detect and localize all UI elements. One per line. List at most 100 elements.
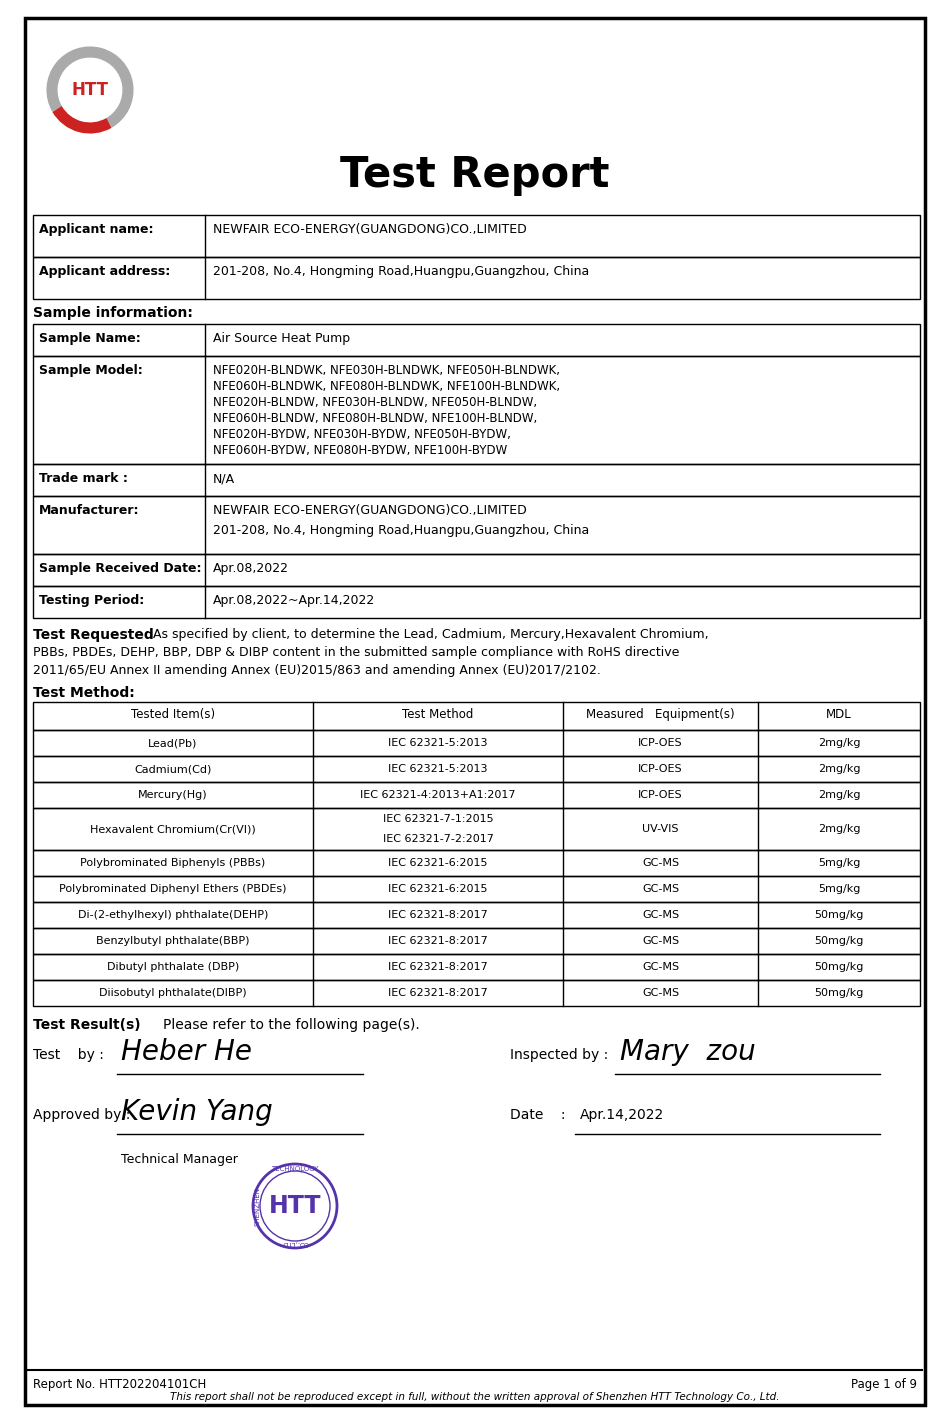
Text: Measured   Equipment(s): Measured Equipment(s) <box>586 709 734 721</box>
Text: IEC 62321-8:2017: IEC 62321-8:2017 <box>389 962 488 972</box>
Text: Test Result(s): Test Result(s) <box>33 1017 141 1032</box>
Text: Dibutyl phthalate (DBP): Dibutyl phthalate (DBP) <box>106 962 239 972</box>
Bar <box>33 902 920 928</box>
Bar <box>33 702 920 730</box>
Text: 50mg/kg: 50mg/kg <box>814 936 864 946</box>
Text: Test Method: Test Method <box>402 709 474 721</box>
Text: IEC 62321-6:2015: IEC 62321-6:2015 <box>389 858 487 868</box>
Text: Air Source Heat Pump: Air Source Heat Pump <box>213 332 351 344</box>
Text: Inspected by :: Inspected by : <box>510 1047 608 1062</box>
Bar <box>33 877 920 902</box>
Text: Heber He: Heber He <box>121 1037 252 1066</box>
Text: NFE020H-BLNDWK, NFE030H-BLNDWK, NFE050H-BLNDWK,: NFE020H-BLNDWK, NFE030H-BLNDWK, NFE050H-… <box>213 364 560 377</box>
Text: NFE060H-BLNDW, NFE080H-BLNDW, NFE100H-BLNDW,: NFE060H-BLNDW, NFE080H-BLNDW, NFE100H-BL… <box>213 413 538 425</box>
Bar <box>33 497 920 554</box>
Text: Sample information:: Sample information: <box>33 306 193 320</box>
Text: 2mg/kg: 2mg/kg <box>818 824 861 834</box>
Text: IEC 62321-5:2013: IEC 62321-5:2013 <box>389 764 487 774</box>
Bar <box>33 554 920 586</box>
Text: Technical Manager: Technical Manager <box>121 1153 238 1165</box>
Text: N/A: N/A <box>213 472 236 485</box>
Text: Di-(2-ethylhexyl) phthalate(DEHP): Di-(2-ethylhexyl) phthalate(DEHP) <box>78 909 268 921</box>
Text: Benzylbutyl phthalate(BBP): Benzylbutyl phthalate(BBP) <box>96 936 250 946</box>
Text: NFE020H-BLNDW, NFE030H-BLNDW, NFE050H-BLNDW,: NFE020H-BLNDW, NFE030H-BLNDW, NFE050H-BL… <box>213 396 537 408</box>
Text: Trade mark :: Trade mark : <box>39 472 128 485</box>
Text: 50mg/kg: 50mg/kg <box>814 909 864 921</box>
Text: Test Method:: Test Method: <box>33 686 135 700</box>
Text: Test Report: Test Report <box>340 154 610 196</box>
Text: Hexavalent Chromium(Cr(VI)): Hexavalent Chromium(Cr(VI)) <box>90 824 256 834</box>
Text: As specified by client, to determine the Lead, Cadmium, Mercury,Hexavalent Chrom: As specified by client, to determine the… <box>153 628 709 640</box>
Text: 50mg/kg: 50mg/kg <box>814 962 864 972</box>
Text: 2mg/kg: 2mg/kg <box>818 790 861 800</box>
Text: Polybrominated Biphenyls (PBBs): Polybrominated Biphenyls (PBBs) <box>81 858 266 868</box>
Text: GC-MS: GC-MS <box>642 884 679 894</box>
Bar <box>33 756 920 783</box>
Text: IEC 62321-6:2015: IEC 62321-6:2015 <box>389 884 487 894</box>
Bar <box>33 356 920 464</box>
Text: NFE060H-BLNDWK, NFE080H-BLNDWK, NFE100H-BLNDWK,: NFE060H-BLNDWK, NFE080H-BLNDWK, NFE100H-… <box>213 380 560 393</box>
Text: HTT: HTT <box>269 1194 321 1218</box>
Bar <box>33 953 920 980</box>
Bar <box>33 783 920 808</box>
Text: Apr.08,2022: Apr.08,2022 <box>213 562 289 575</box>
Bar <box>33 324 920 356</box>
Text: IEC 62321-8:2017: IEC 62321-8:2017 <box>389 988 488 998</box>
Text: IEC 62321-8:2017: IEC 62321-8:2017 <box>389 936 488 946</box>
Text: Applicant address:: Applicant address: <box>39 265 170 277</box>
Text: Approved by :: Approved by : <box>33 1109 130 1121</box>
Bar <box>33 730 920 756</box>
Text: Page 1 of 9: Page 1 of 9 <box>851 1377 917 1392</box>
Text: Date    :: Date : <box>510 1109 565 1121</box>
Bar <box>33 850 920 877</box>
Text: 5mg/kg: 5mg/kg <box>818 858 860 868</box>
Text: NFE060H-BYDW, NFE080H-BYDW, NFE100H-BYDW: NFE060H-BYDW, NFE080H-BYDW, NFE100H-BYDW <box>213 444 507 457</box>
Bar <box>33 808 920 850</box>
Bar <box>33 928 920 953</box>
Bar <box>33 586 920 618</box>
Text: Test Requested: Test Requested <box>33 628 154 642</box>
Text: GC-MS: GC-MS <box>642 936 679 946</box>
Text: Please refer to the following page(s).: Please refer to the following page(s). <box>163 1017 420 1032</box>
Text: GC-MS: GC-MS <box>642 962 679 972</box>
Text: Diisobutyl phthalate(DIBP): Diisobutyl phthalate(DIBP) <box>99 988 247 998</box>
Text: Test    by :: Test by : <box>33 1047 104 1062</box>
Text: 5mg/kg: 5mg/kg <box>818 884 860 894</box>
Text: Manufacturer:: Manufacturer: <box>39 504 140 517</box>
Text: 201-208, No.4, Hongming Road,Huangpu,Guangzhou, China: 201-208, No.4, Hongming Road,Huangpu,Gua… <box>213 265 589 277</box>
Text: 2mg/kg: 2mg/kg <box>818 739 861 748</box>
Text: Sample Name:: Sample Name: <box>39 332 141 344</box>
Text: Polybrominated Diphenyl Ethers (PBDEs): Polybrominated Diphenyl Ethers (PBDEs) <box>59 884 287 894</box>
Bar <box>33 464 920 497</box>
Text: Report No. HTT202204101CH: Report No. HTT202204101CH <box>33 1377 206 1392</box>
Text: IEC 62321-7-2:2017: IEC 62321-7-2:2017 <box>383 834 493 844</box>
Text: TECHNOLOGY: TECHNOLOGY <box>272 1165 319 1173</box>
Text: Tested Item(s): Tested Item(s) <box>131 709 215 721</box>
Text: UV-VIS: UV-VIS <box>642 824 678 834</box>
Text: 201-208, No.4, Hongming Road,Huangpu,Guangzhou, China: 201-208, No.4, Hongming Road,Huangpu,Gua… <box>213 524 589 536</box>
Text: IEC 62321-4:2013+A1:2017: IEC 62321-4:2013+A1:2017 <box>360 790 516 800</box>
Text: 2011/65/EU Annex II amending Annex (EU)2015/863 and amending Annex (EU)2017/2102: 2011/65/EU Annex II amending Annex (EU)2… <box>33 665 600 677</box>
Text: NFE020H-BYDW, NFE030H-BYDW, NFE050H-BYDW,: NFE020H-BYDW, NFE030H-BYDW, NFE050H-BYDW… <box>213 428 511 441</box>
Text: Mercury(Hg): Mercury(Hg) <box>138 790 208 800</box>
Text: ICP-OES: ICP-OES <box>638 739 683 748</box>
Text: Kevin Yang: Kevin Yang <box>121 1099 273 1126</box>
Text: IEC 62321-7-1:2015: IEC 62321-7-1:2015 <box>383 814 493 824</box>
Text: Apr.08,2022~Apr.14,2022: Apr.08,2022~Apr.14,2022 <box>213 593 375 608</box>
Text: This report shall not be reproduced except in full, without the written approval: This report shall not be reproduced exce… <box>170 1392 780 1402</box>
Text: IEC 62321-8:2017: IEC 62321-8:2017 <box>389 909 488 921</box>
Text: 50mg/kg: 50mg/kg <box>814 988 864 998</box>
Text: 2mg/kg: 2mg/kg <box>818 764 861 774</box>
Text: MDL: MDL <box>826 709 852 721</box>
Text: NEWFAIR ECO-ENERGY(GUANGDONG)CO.,LIMITED: NEWFAIR ECO-ENERGY(GUANGDONG)CO.,LIMITED <box>213 504 526 517</box>
Bar <box>33 980 920 1006</box>
Text: NEWFAIR ECO-ENERGY(GUANGDONG)CO.,LIMITED: NEWFAIR ECO-ENERGY(GUANGDONG)CO.,LIMITED <box>213 223 526 236</box>
Text: Cadmium(Cd): Cadmium(Cd) <box>134 764 212 774</box>
Text: ICP-OES: ICP-OES <box>638 764 683 774</box>
Bar <box>33 258 920 299</box>
Text: Sample Received Date:: Sample Received Date: <box>39 562 201 575</box>
Text: Lead(Pb): Lead(Pb) <box>148 739 198 748</box>
Text: Testing Period:: Testing Period: <box>39 593 144 608</box>
Bar <box>33 215 920 258</box>
Text: CO.,LTD: CO.,LTD <box>281 1239 309 1247</box>
